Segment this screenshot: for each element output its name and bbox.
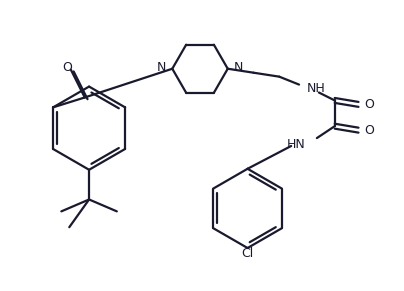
Text: O: O xyxy=(364,124,375,137)
Text: NH: NH xyxy=(307,82,326,95)
Text: O: O xyxy=(62,61,72,74)
Text: O: O xyxy=(364,98,375,111)
Text: Cl: Cl xyxy=(242,247,254,260)
Text: N: N xyxy=(234,61,243,74)
Text: N: N xyxy=(157,61,166,74)
Text: HN: HN xyxy=(286,138,305,150)
